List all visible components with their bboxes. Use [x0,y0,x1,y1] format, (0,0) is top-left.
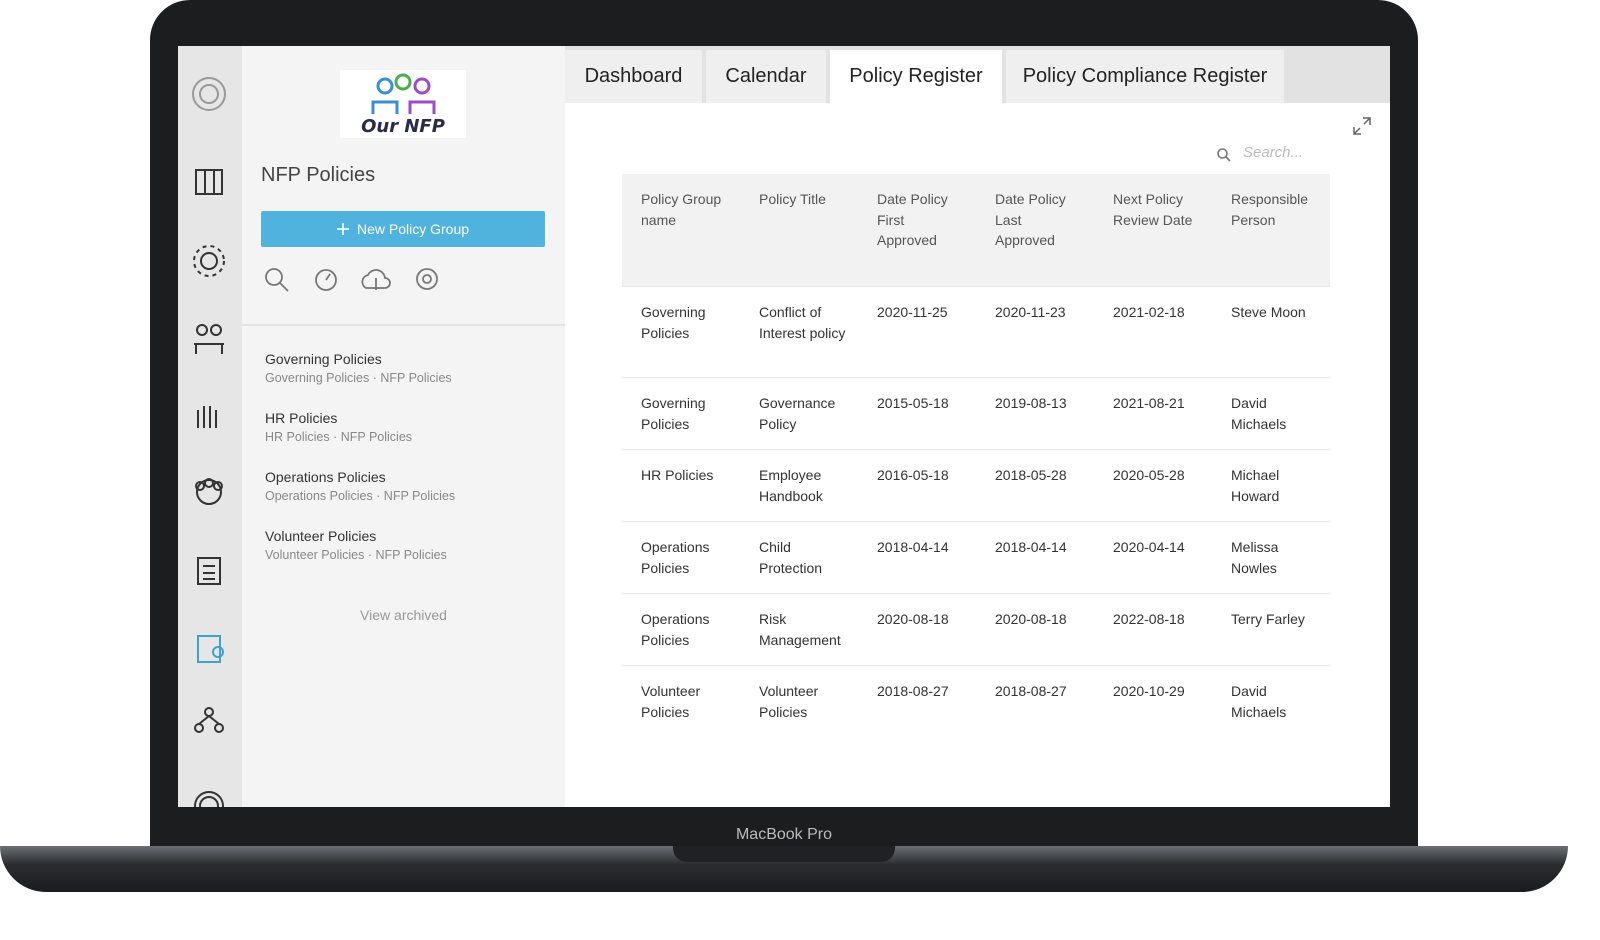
column-header: Responsible Person [1212,174,1330,287]
group-title: Operations Policies [265,469,386,485]
column-header: Policy Title [740,174,858,287]
divider [242,324,565,326]
view-archived-link[interactable]: View archived [360,607,447,623]
table-cell: 2020-11-25 [858,286,976,378]
group-path: Governing Policies · NFP Policies [265,371,452,385]
icon-rail [178,46,242,807]
table-cell: 2018-05-28 [976,449,1094,522]
tab[interactable]: Dashboard [565,50,702,103]
column-header: Next Policy Review Date [1094,174,1212,287]
plus-icon [336,223,349,235]
group-title: HR Policies [265,410,338,426]
table-cell: 2015-05-18 [858,377,976,450]
table-cell: Risk Management [740,593,858,666]
table-cell: 2020-08-18 [976,593,1094,666]
tab[interactable]: Policy Register [830,50,1002,103]
table-cell: 2022-08-18 [1094,593,1212,666]
table-cell: 2020-11-23 [976,286,1094,378]
group-item[interactable]: HR Policies HR Policies · NFP Policies [265,410,412,444]
table-cell: David Michaels [1212,665,1330,737]
group-path: Operations Policies · NFP Policies [265,489,456,503]
table-row: Operations Policies Child Protection 2018-… [622,521,1330,594]
table-cell: Volunteer Policies [740,665,858,737]
table-cell: 2018-04-14 [976,521,1094,594]
rail-icons [192,77,226,807]
search-input[interactable]: Search... [1243,144,1304,161]
table-cell: Operations Policies [622,521,740,594]
laptop-notch [673,846,895,862]
group-item[interactable]: Volunteer Policies Volunteer Policies · N… [265,528,447,562]
group-path: Volunteer Policies · NFP Policies [265,548,447,562]
table-cell: 2020-08-18 [858,593,976,666]
group-title: Governing Policies [265,351,382,367]
toolbar-icons[interactable] [262,266,462,296]
sidebar-title: NFP Policies [261,164,376,186]
tab[interactable]: Policy Compliance Register [1006,50,1284,103]
group-path: HR Policies · NFP Policies [265,430,413,444]
table-cell: Governance Policy [740,377,858,450]
table-cell: 2020-04-14 [1094,521,1212,594]
table-cell: Governing Policies [622,286,740,378]
column-header: Date Policy First Approved [858,174,976,287]
table-cell: 2021-02-18 [1094,286,1212,378]
tab-bar: Dashboard Calendar Policy Register Policy C… [565,46,1390,103]
table-cell: 2021-08-21 [1094,377,1212,450]
search-icon [1217,148,1231,162]
table-row: Operations Policies Risk Management 2020-0… [622,593,1330,666]
expand-icon[interactable] [1353,117,1371,135]
group-title: Volunteer Policies [265,528,377,544]
column-header: Policy Group name [622,174,740,287]
table-cell: David Michaels [1212,377,1330,450]
policy-table: Policy Group name Policy Title Date Policy… [622,174,1330,737]
table-cell: Employee Handbook [740,449,858,522]
table-cell: 2016-05-18 [858,449,976,522]
table-cell: Governing Policies [622,377,740,450]
table-cell: 2019-08-13 [976,377,1094,450]
main-panel: Dashboard Calendar Policy Register Policy C… [565,46,1390,807]
table-cell: 2018-08-27 [976,665,1094,737]
table-cell: 2020-10-29 [1094,665,1212,737]
table-cell: Michael Howard [1212,449,1330,522]
table-body: Governing Policies Conflict of Interest p… [622,286,1330,737]
header-row: Policy Group name Policy Title Date Policy… [622,174,1330,287]
table-cell: Terry Farley [1212,593,1330,666]
sidebar: Our NFP NFP Policies New Policy Group Go… [242,46,565,807]
group-item[interactable]: Governing Policies Governing Policies · N… [265,351,452,385]
column-header: Date Policy Last Approved [976,174,1094,287]
table-cell: Operations Policies [622,593,740,666]
table-cell: 2018-04-14 [858,521,976,594]
table-row: HR Policies Employee Handbook 2016-05-18 20… [622,449,1330,522]
logo-figures [371,73,436,114]
table-cell: HR Policies [622,449,740,522]
table-cell: Melissa Nowles [1212,521,1330,594]
table-cell: 2020-05-28 [1094,449,1212,522]
table-cell: Conflict of Interest policy [740,286,858,378]
table-row: Volunteer Policies Volunteer Policies 2018… [622,665,1330,737]
table-cell: Steve Moon [1212,286,1330,378]
new-group-button[interactable]: New Policy Group [261,211,545,247]
logo: Our NFP [340,70,466,138]
tab[interactable]: Calendar [706,50,826,103]
app-screen: Our NFP NFP Policies New Policy Group Go… [178,46,1390,807]
table-row: Governing Policies Governance Policy 2015-… [622,377,1330,450]
button-label: New Policy Group [356,221,470,237]
group-item[interactable]: Operations Policies Operations Policies ·… [265,469,455,503]
table-cell: 2018-08-27 [858,665,976,737]
logo-text: Our NFP [361,116,445,137]
table-cell: Child Protection [740,521,858,594]
device-label: MacBook Pro [735,826,833,843]
table-cell: Volunteer Policies [622,665,740,737]
table-row: Governing Policies Conflict of Interest p… [622,286,1330,378]
